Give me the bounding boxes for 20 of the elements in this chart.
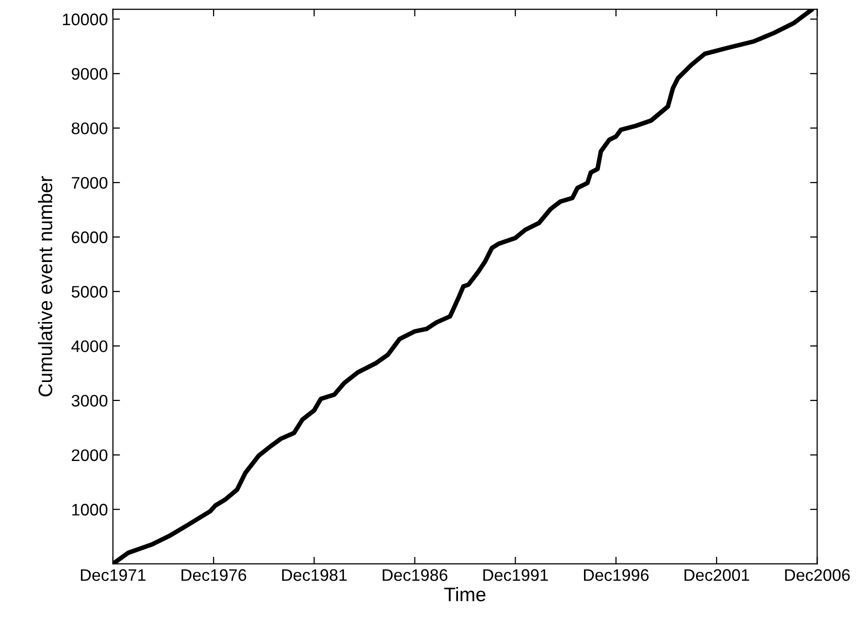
y-axis-title: Cumulative event number xyxy=(38,176,52,396)
x-tick-label: Dec1971 xyxy=(80,569,146,581)
x-tick-label: Dec1981 xyxy=(282,569,347,581)
x-tick-label: Dec1996 xyxy=(584,569,649,581)
y-tick-label: 1000 xyxy=(72,504,108,516)
y-tick-label: 10000 xyxy=(62,14,108,26)
y-tick-label: 8000 xyxy=(72,122,108,134)
x-tick-label: Dec1991 xyxy=(483,569,548,581)
x-tick-label: Dec2006 xyxy=(785,569,850,581)
y-tick-label: 9000 xyxy=(72,68,108,80)
y-tick-label: 2000 xyxy=(72,449,108,462)
x-tick-label: Dec1976 xyxy=(182,569,246,581)
x-tick-label: Dec2001 xyxy=(684,569,750,581)
y-tick-label: 3000 xyxy=(72,394,108,407)
y-tick-label: 4000 xyxy=(71,340,108,352)
y-tick-label: 5000 xyxy=(72,286,108,298)
y-tick-label: 7000 xyxy=(72,176,108,189)
x-axis-title: Time xyxy=(444,587,486,602)
x-tick-label: Dec1986 xyxy=(382,569,448,581)
y-tick-label: 6000 xyxy=(72,231,108,244)
